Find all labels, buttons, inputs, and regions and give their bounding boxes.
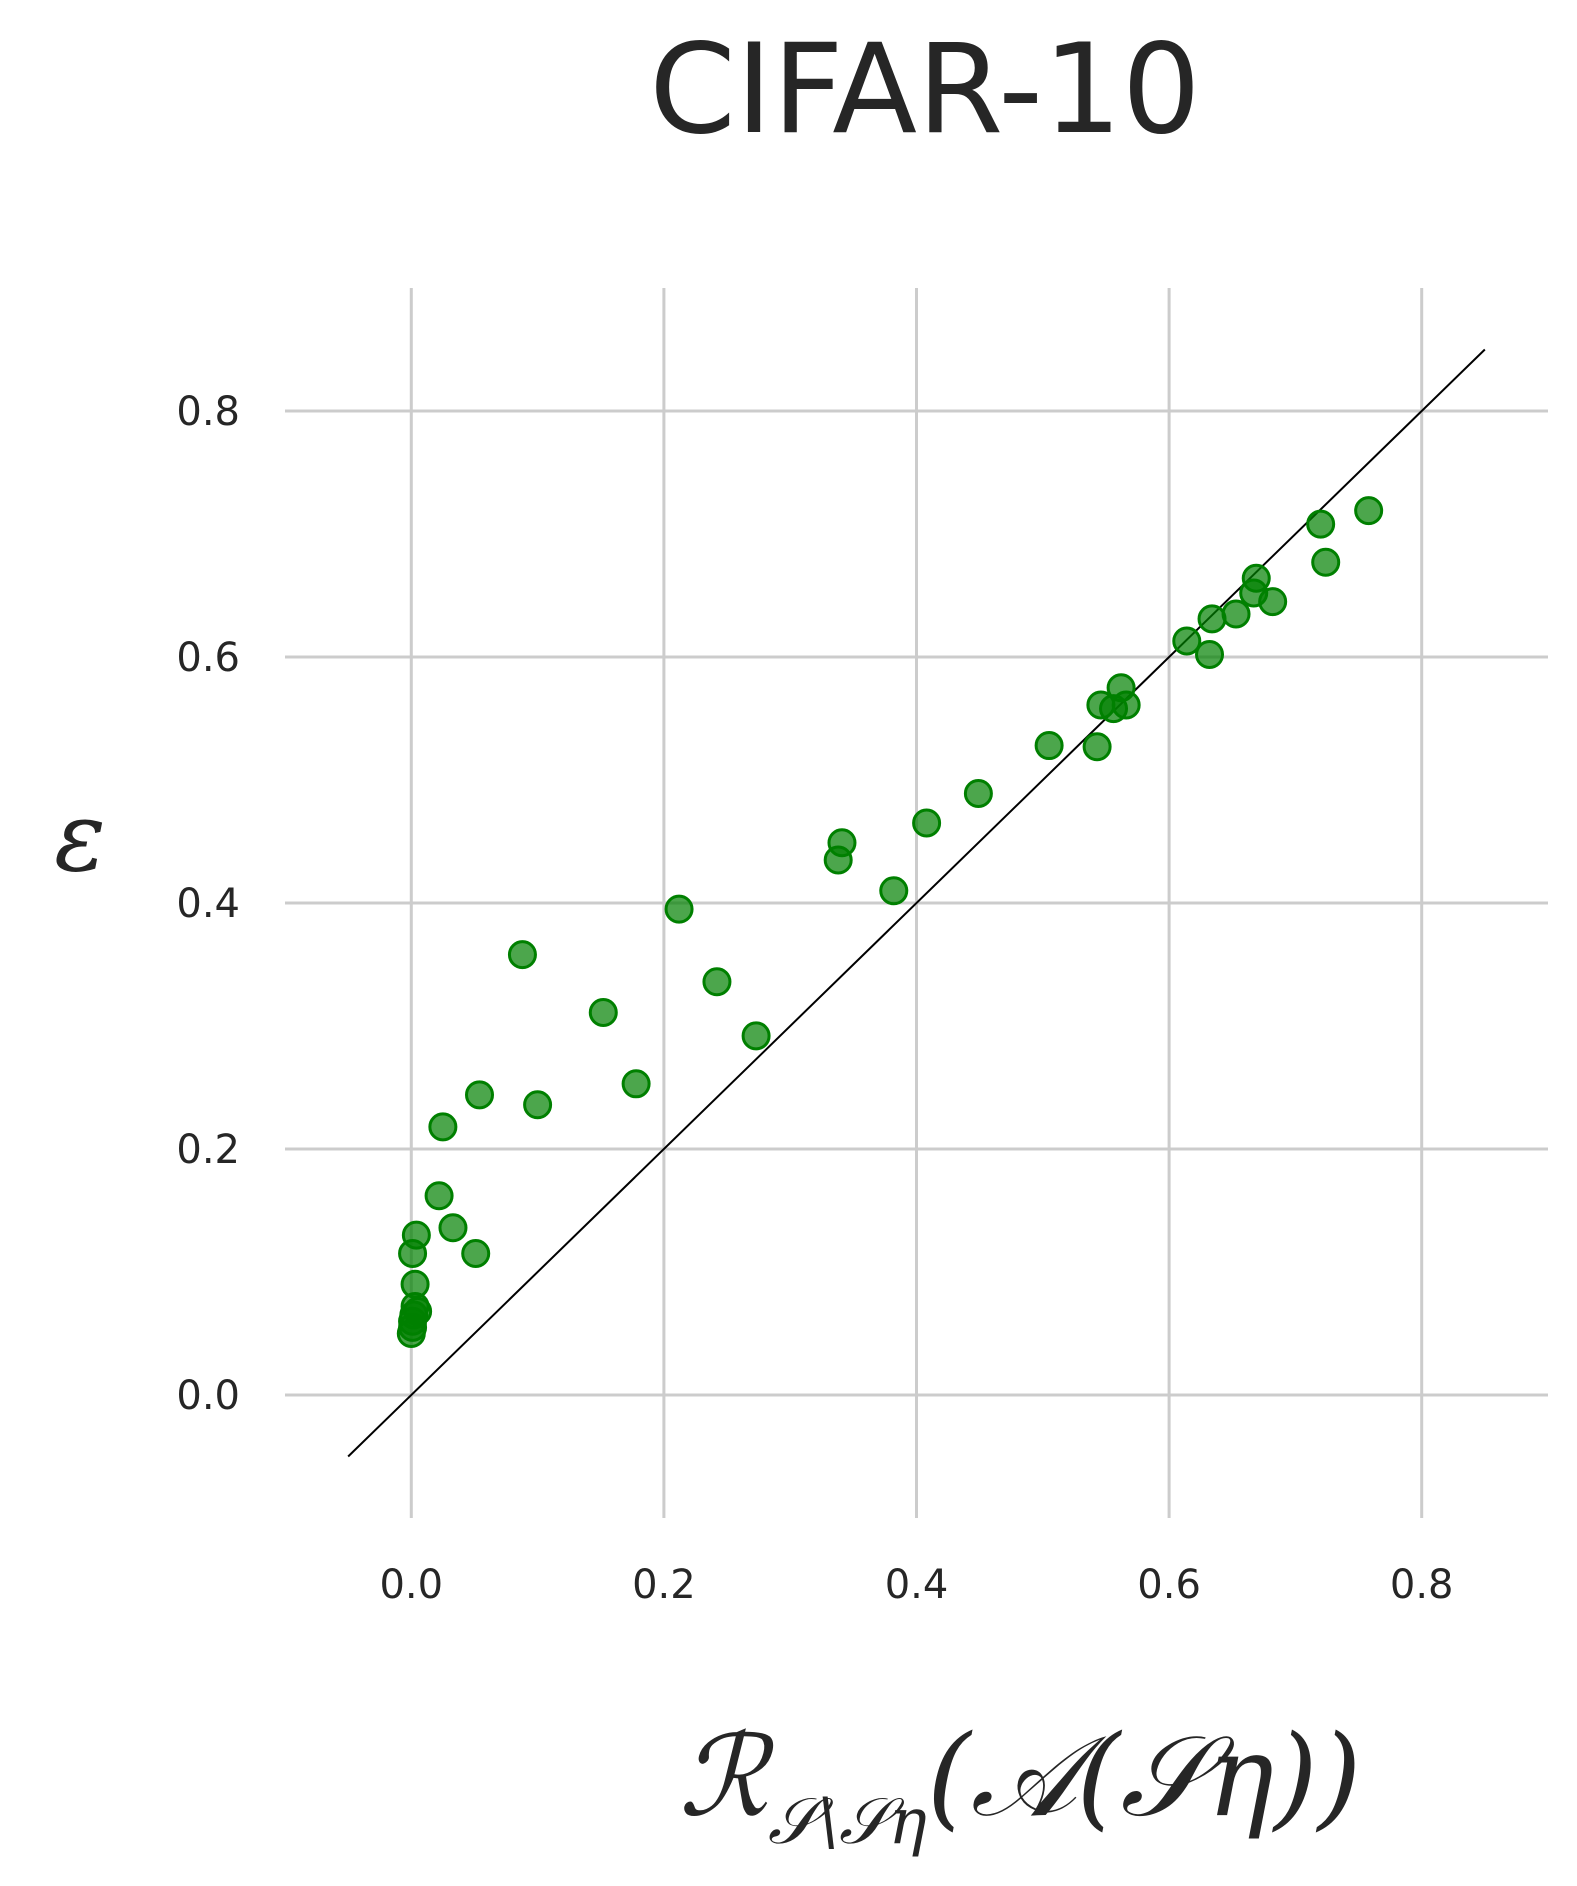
data-point	[879, 876, 909, 906]
y-tick-label: 0.6	[176, 635, 240, 681]
data-point	[1306, 509, 1336, 539]
x-tick-label: 0.4	[885, 1562, 949, 1608]
y-tick-label: 0.2	[176, 1127, 240, 1173]
x-axis-label-argument: (𝒜(𝒮η))	[927, 1712, 1362, 1842]
data-point	[401, 1220, 431, 1250]
x-tick-label: 0.6	[1137, 1562, 1201, 1608]
data-points	[396, 496, 1384, 1348]
x-tick-label: 0.8	[1390, 1562, 1454, 1608]
data-point	[1258, 587, 1288, 617]
data-point	[438, 1213, 468, 1243]
data-point	[963, 779, 993, 809]
data-point	[1111, 690, 1141, 720]
y-tick-label: 0.0	[176, 1373, 240, 1419]
data-point	[1241, 563, 1271, 593]
x-tick-label: 0.2	[632, 1562, 696, 1608]
x-tick-labels: 0.0 0.2 0.4 0.6 0.8	[379, 1562, 1453, 1608]
data-point	[465, 1080, 495, 1110]
data-point	[827, 828, 857, 858]
data-point	[428, 1112, 458, 1142]
data-point	[1034, 731, 1064, 761]
chart-title: CIFAR-10	[649, 18, 1201, 162]
y-tick-label: 0.8	[176, 389, 240, 435]
data-point	[1197, 604, 1227, 634]
y-tick-label: 0.4	[176, 881, 240, 927]
x-axis-label: ℛ𝒮\𝒮η(𝒜(𝒮η))	[679, 1712, 1362, 1859]
data-point	[1311, 547, 1341, 577]
x-axis-label-subscript: 𝒮\𝒮η	[768, 1785, 927, 1859]
data-point	[523, 1090, 553, 1120]
y-tick-labels: 0.0 0.2 0.4 0.6 0.8	[176, 389, 240, 1419]
data-point	[741, 1021, 771, 1051]
data-point	[403, 1296, 433, 1326]
data-point	[507, 940, 537, 970]
data-point	[1082, 732, 1112, 762]
x-tick-label: 0.0	[379, 1562, 443, 1608]
x-axis-label-main: ℛ	[679, 1712, 775, 1842]
data-point	[1195, 640, 1225, 670]
data-point	[424, 1181, 454, 1211]
data-point	[912, 808, 942, 838]
reference-line	[347, 348, 1486, 1458]
grid	[285, 288, 1548, 1518]
data-point	[1354, 496, 1384, 526]
y-axis-label: ε	[54, 781, 106, 893]
data-point	[400, 1269, 430, 1299]
data-point	[1221, 599, 1251, 629]
data-point	[664, 894, 694, 924]
data-point	[702, 967, 732, 997]
data-point	[588, 997, 618, 1027]
data-point	[1172, 626, 1202, 656]
data-point	[461, 1239, 491, 1269]
reference-line-layer	[347, 348, 1486, 1458]
data-point	[621, 1069, 651, 1099]
